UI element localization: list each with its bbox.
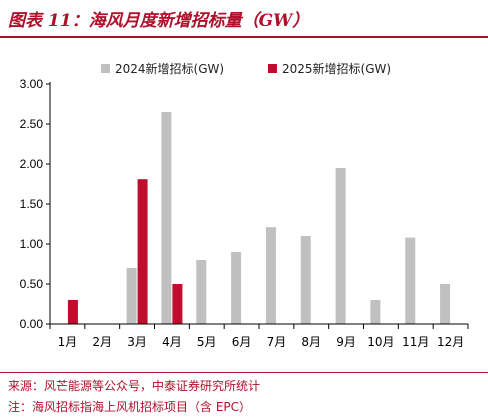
footer-divider [0, 372, 488, 373]
x-tick-label: 7月 [267, 335, 287, 349]
source-note: 来源：风芒能源等公众号，中泰证券研究所统计 [8, 379, 261, 393]
title-divider [0, 36, 488, 38]
bar-2025 [137, 179, 148, 324]
footnote: 注：海风招标指海上风机招标项目（含 EPC） [8, 400, 252, 414]
legend-2024-label: 2024新增招标(GW) [115, 61, 224, 76]
y-tick-label: 0.50 [20, 277, 44, 291]
bar-2024 [335, 168, 346, 324]
y-tick-label: 1.00 [20, 237, 44, 251]
x-tick-label: 10月 [367, 335, 394, 349]
bar-2024 [440, 284, 451, 324]
figure-title: 图表 11：海风月度新增招标量（GW） [8, 11, 310, 31]
bar-2024 [300, 236, 311, 324]
x-tick-label: 11月 [402, 335, 429, 349]
legend-2025-swatch [268, 64, 277, 73]
bar-chart: 0.00 0.50 1.00 1.50 2.00 2.50 3.00 1月 2月 3月 4月 5月 6月… [20, 61, 469, 349]
legend-2025-label: 2025新增招标(GW) [282, 61, 391, 76]
legend-2024-swatch [101, 64, 110, 73]
y-tick-label: 1.50 [20, 197, 44, 211]
x-tick-label: 2月 [92, 335, 112, 349]
bar-2024 [265, 227, 276, 324]
bar-2024 [196, 260, 207, 324]
x-tick-label: 3月 [127, 335, 147, 349]
bar-2024 [161, 112, 172, 324]
x-tick-label: 6月 [232, 335, 252, 349]
y-tick-label: 2.50 [20, 117, 44, 131]
y-tick-label: 3.00 [20, 77, 44, 91]
x-tick-label: 8月 [301, 335, 321, 349]
bar-2025 [67, 300, 78, 324]
bar-2024 [126, 268, 137, 324]
y-tick-label: 0.00 [20, 317, 44, 331]
y-tick-label: 2.00 [20, 157, 44, 171]
bar-2024 [370, 300, 381, 324]
x-tick-label: 1月 [58, 335, 78, 349]
x-tick-label: 4月 [162, 335, 182, 349]
x-tick-label: 12月 [437, 335, 464, 349]
bar-2024 [405, 237, 416, 324]
x-tick-label: 9月 [336, 335, 356, 349]
x-tick-label: 5月 [197, 335, 217, 349]
bar-2025 [172, 284, 183, 324]
bar-2024 [231, 252, 242, 324]
